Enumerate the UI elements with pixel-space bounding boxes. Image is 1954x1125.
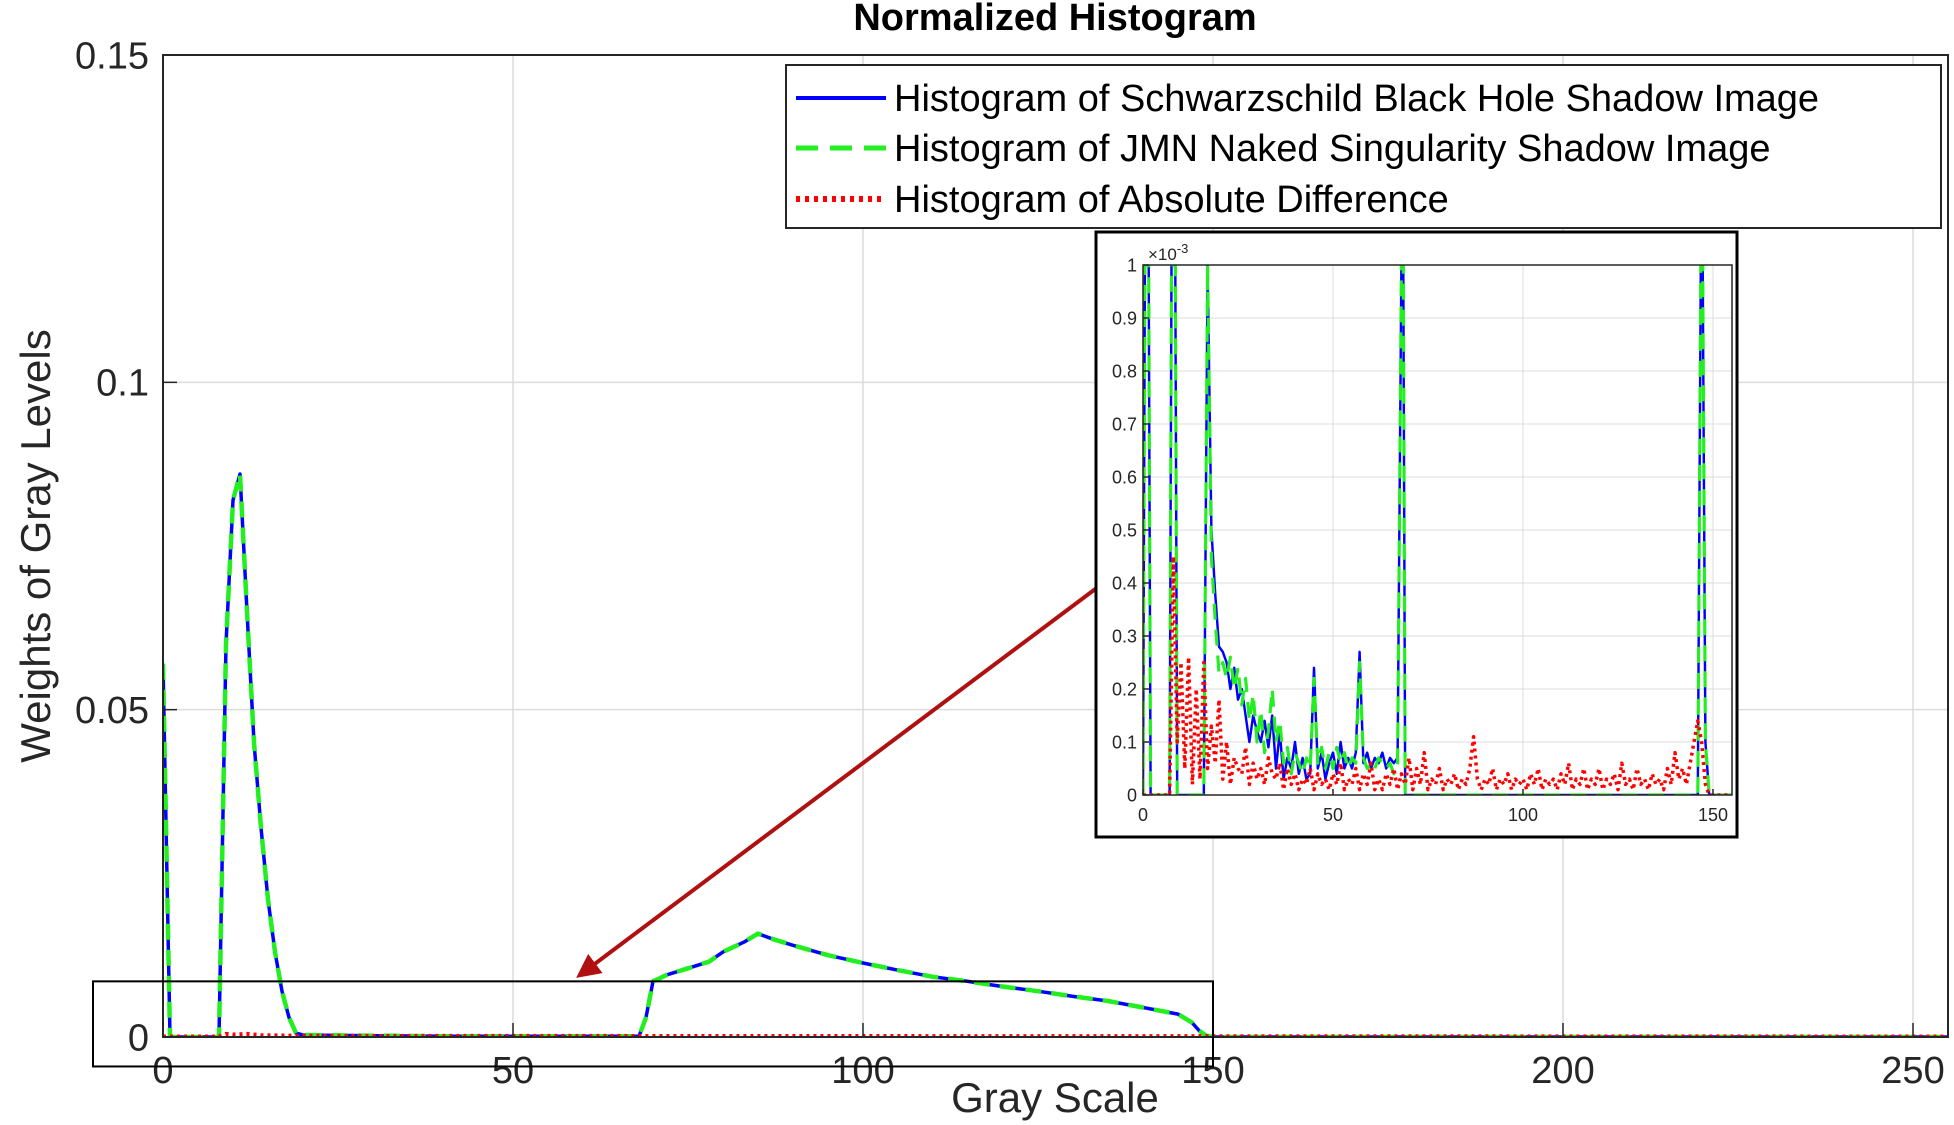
x-tick-label: 250 <box>1881 1050 1944 1092</box>
legend: Histogram of Schwarzschild Black Hole Sh… <box>785 64 1942 229</box>
inset-series-1 <box>1143 265 1732 795</box>
y-tick-label: 0.4 <box>1112 573 1137 593</box>
x-tick-label: 200 <box>1531 1050 1594 1092</box>
y-tick-label: 0.15 <box>75 35 149 77</box>
x-tick-label: 100 <box>1508 805 1538 825</box>
y-tick-label: 0.1 <box>96 363 149 405</box>
y-tick-label: 0 <box>1127 785 1137 805</box>
y-tick-label: 0.05 <box>75 690 149 732</box>
inset-series-layer <box>1143 265 1732 795</box>
x-tick-label: 0 <box>152 1050 173 1092</box>
inset-ticks: 0 50 100 150 0 0.1 0.2 0.3 0.4 0.5 0.6 0.7 0.8 0.9 1 <box>1112 255 1728 825</box>
y-tick-label: 0.1 <box>1112 732 1137 752</box>
inset-chart: 0 50 100 150 0 0.1 0.2 0.3 0.4 0.5 0.6 0.7 0.8 0.9 1 ×… <box>1094 230 1739 839</box>
x-tick-label: 50 <box>1323 805 1343 825</box>
y-tick-label: 1 <box>1127 255 1137 275</box>
legend-label-jmn: Histogram of JMN Naked Singularity Shado… <box>894 128 1771 170</box>
y-tick-label: 0 <box>128 1017 149 1059</box>
main-series-1 <box>163 471 1948 1037</box>
y-tick-label: 0.6 <box>1112 467 1137 487</box>
y-tick-label: 0.2 <box>1112 679 1137 699</box>
x-tick-label: 100 <box>831 1050 894 1092</box>
inset-series-2 <box>1143 554 1732 795</box>
y-tick-label: 0.3 <box>1112 626 1137 646</box>
y-tick-label: 0.7 <box>1112 414 1137 434</box>
legend-box <box>785 64 1942 229</box>
inset-exponent-label: ×10-3 <box>1148 241 1188 264</box>
y-tick-label: 0.8 <box>1112 361 1137 381</box>
y-tick-label: 0.5 <box>1112 520 1137 540</box>
x-tick-label: 0 <box>1138 805 1148 825</box>
y-axis-label: Weights of Gray Levels <box>12 329 59 762</box>
x-tick-label: 50 <box>492 1050 534 1092</box>
legend-label-difference: Histogram of Absolute Difference <box>894 179 1449 221</box>
x-tick-label: 150 <box>1698 805 1728 825</box>
main-title: Normalized Histogram <box>853 0 1256 39</box>
zoom-arrow <box>576 585 1100 978</box>
legend-label-schwarzschild: Histogram of Schwarzschild Black Hole Sh… <box>894 78 1819 120</box>
x-axis-label: Gray Scale <box>951 1074 1159 1121</box>
y-tick-label: 0.9 <box>1112 308 1137 328</box>
zoom-region-box <box>92 980 1214 1068</box>
main-plot-frame <box>162 54 1949 1038</box>
